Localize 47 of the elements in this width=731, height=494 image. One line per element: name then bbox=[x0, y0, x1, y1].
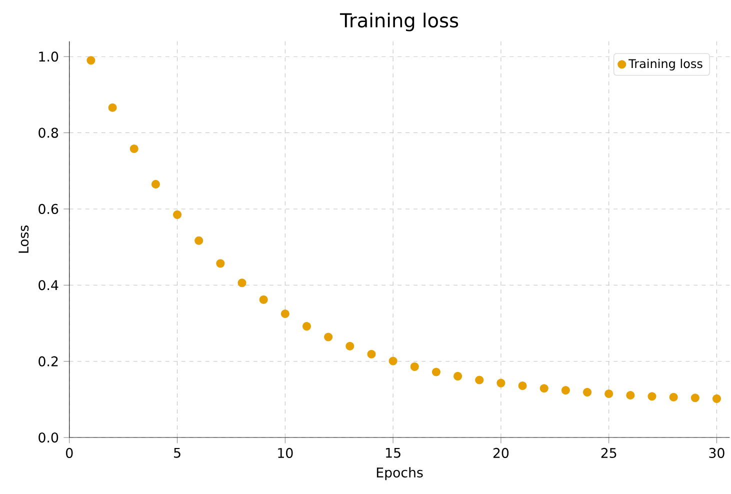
point bbox=[648, 392, 656, 401]
y-axis-title: Loss bbox=[18, 226, 29, 253]
point bbox=[108, 104, 117, 112]
y-tick-label: 0.2 bbox=[38, 356, 58, 367]
point bbox=[280, 310, 290, 318]
x-tick-label: 10 bbox=[278, 448, 293, 458]
legend-label: Training loss bbox=[628, 59, 702, 71]
point bbox=[582, 388, 592, 397]
point bbox=[259, 296, 268, 304]
point bbox=[561, 386, 570, 395]
point bbox=[604, 390, 614, 398]
point bbox=[302, 322, 312, 331]
y-tick-label: 0.0 bbox=[38, 432, 58, 443]
x-tick-label: 30 bbox=[709, 448, 724, 458]
chart-title: Training loss bbox=[340, 12, 458, 32]
point bbox=[388, 356, 398, 366]
point bbox=[216, 259, 225, 268]
point bbox=[346, 342, 354, 351]
point bbox=[238, 278, 246, 288]
point bbox=[324, 332, 333, 342]
point bbox=[540, 384, 548, 393]
y-tick-label: 0.4 bbox=[38, 280, 58, 290]
x-axis-title: Epochs bbox=[376, 467, 423, 480]
point bbox=[410, 362, 419, 372]
point bbox=[690, 394, 700, 402]
y-tick-label: 0.6 bbox=[38, 204, 58, 214]
point bbox=[86, 56, 96, 65]
point bbox=[475, 376, 484, 385]
point bbox=[496, 379, 506, 388]
x-tick-label: 0 bbox=[66, 448, 73, 458]
x-tick-label: 15 bbox=[386, 448, 400, 458]
x-tick-label: 20 bbox=[493, 448, 509, 458]
point bbox=[669, 393, 678, 402]
y-tick-label: 0.8 bbox=[38, 128, 58, 138]
point bbox=[130, 144, 138, 154]
point bbox=[712, 394, 721, 404]
point bbox=[518, 382, 527, 390]
point bbox=[151, 180, 160, 189]
x-tick-label: 5 bbox=[174, 448, 180, 458]
point bbox=[367, 350, 376, 359]
point bbox=[194, 236, 204, 246]
point bbox=[432, 368, 440, 377]
y-tick-label: 1.0 bbox=[39, 52, 58, 62]
point bbox=[172, 210, 182, 220]
x-tick-label: 25 bbox=[601, 448, 616, 458]
point bbox=[626, 391, 635, 400]
point bbox=[454, 372, 462, 381]
